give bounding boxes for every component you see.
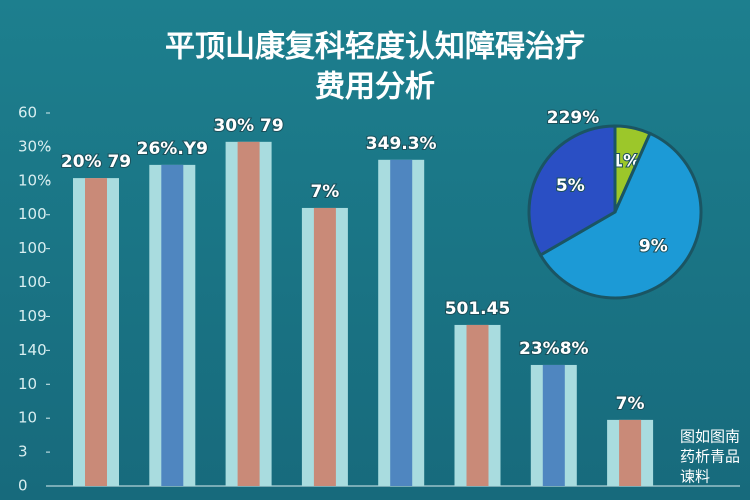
slice-label: 9% (639, 237, 668, 257)
y-tick-label: 0 (18, 477, 28, 495)
y-tick-label: 30% (18, 137, 51, 155)
data-label: 20% 79 (61, 152, 131, 172)
data-label: 26%.Y9 (137, 139, 208, 159)
bar-core (619, 419, 642, 486)
slice-label: 5% (556, 176, 585, 196)
pie-slice (527, 124, 617, 258)
y-tick-label: 100 (18, 273, 47, 291)
bar-core (85, 178, 107, 486)
y-tick-label: 10 (18, 375, 37, 393)
bar-core (237, 141, 260, 486)
bar-core (390, 159, 413, 486)
data-label: 7% (310, 182, 339, 202)
pie-title: 229% (547, 108, 600, 128)
chart-title: 费用分析 (315, 70, 435, 105)
watermark: 图如图南 (680, 428, 740, 446)
bar-core (542, 364, 565, 486)
y-tick-label: 3 (18, 443, 28, 461)
data-label: 30% 79 (213, 116, 283, 136)
y-tick-label: 140 (18, 341, 47, 359)
data-label: 501.45 (445, 299, 511, 319)
y-tick-label: 109 (18, 307, 47, 325)
y-tick-label: 100 (18, 205, 47, 223)
y-tick-label: 100 (18, 239, 47, 257)
data-label: 23%8% (519, 339, 589, 359)
watermark: 谏料 (680, 468, 710, 486)
y-tick-label: 10% (18, 171, 51, 189)
pie-slice (538, 131, 703, 300)
bar-core (313, 207, 336, 487)
y-tick-label: 10 (18, 409, 37, 427)
y-tick-label: 60 (18, 104, 37, 122)
bar-core (161, 164, 184, 486)
watermark: 药析青品 (680, 448, 740, 466)
data-label: 7% (616, 394, 645, 414)
data-label: 349.3% (366, 134, 437, 154)
chart-title: 平顶山康复科轻度认知障碍治疗 (165, 30, 585, 65)
bar-core (466, 324, 489, 486)
